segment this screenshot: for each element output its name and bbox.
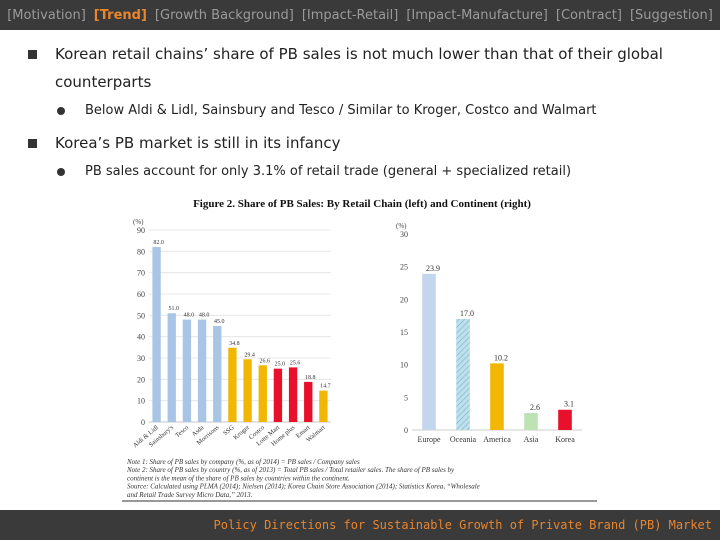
nav-item-suggestion[interactable]: [Suggestion]: [629, 7, 713, 23]
value-label: 25.0: [275, 362, 286, 368]
nav-item-impact-manufacture[interactable]: [Impact-Manufacture]: [406, 7, 548, 23]
footer-title: Policy Directions for Sustainable Growth…: [213, 518, 713, 532]
bar-costco: [258, 365, 267, 422]
y-tick-label: 90: [137, 226, 145, 235]
y-tick-label: 15: [400, 328, 408, 337]
top-bar: [0, 0, 720, 30]
y-axis-unit: (%): [133, 218, 144, 226]
value-label: 51.0: [169, 306, 180, 312]
y-tick-label: 80: [137, 247, 145, 256]
bar-asia: [524, 413, 538, 430]
bar-ssg: [228, 347, 237, 422]
y-tick-label: 60: [137, 290, 145, 299]
bullet-2-text: Korea’s PB market is still in its infanc…: [55, 134, 341, 152]
figure-panel: Figure 2. Share of PB Sales: By Retail C…: [122, 192, 600, 504]
bar-morrisons: [213, 326, 222, 422]
dot-bullet-icon: [57, 107, 65, 115]
square-bullet-icon: [28, 139, 37, 148]
value-label: 29.4: [244, 352, 255, 358]
bar-europe: [422, 273, 436, 430]
bar-oceania: [456, 318, 470, 430]
dot-bullet-icon: [57, 168, 65, 176]
y-tick-label: 30: [400, 230, 408, 239]
value-label: 48.0: [184, 313, 195, 319]
bar-tesco: [182, 319, 192, 422]
note-line: Note 2: Share of PB sales by country (%,…: [126, 466, 455, 474]
note-line: and Retail Trade Survey Micro Data,” 201…: [127, 491, 253, 499]
nav-item-growth-background[interactable]: [Growth Background]: [154, 7, 294, 23]
x-tick-label: Europe: [417, 435, 441, 444]
y-tick-label: 70: [137, 269, 145, 278]
bullet-1: Korean retail chains’ share of PB sales …: [25, 40, 705, 96]
bar-home-plus: [288, 367, 298, 422]
nav-item-trend[interactable]: [Trend]: [93, 7, 147, 23]
x-tick-label: Asia: [524, 435, 539, 444]
bar-america: [490, 363, 504, 430]
y-tick-label: 25: [400, 263, 408, 272]
bullet-2: Korea’s PB market is still in its infanc…: [25, 129, 705, 157]
value-label: 10.2: [494, 353, 508, 362]
value-label: 17.0: [460, 309, 474, 318]
note-line: continent is the mean of the share of PB…: [127, 474, 350, 482]
value-label: 26.6: [260, 358, 271, 364]
value-label: 34.8: [229, 341, 240, 347]
y-tick-label: 10: [137, 397, 145, 406]
bar-aldi-lidl: [152, 247, 161, 422]
nav-item-motivation[interactable]: [Motivation]: [7, 7, 86, 23]
figure-notes: Note 1: Share of PB sales by company (%,…: [126, 458, 480, 499]
note-line: Note 1: Share of PB sales by company (%,…: [126, 458, 360, 466]
x-tick-label: Korea: [555, 435, 575, 444]
value-label: 23.9: [426, 264, 440, 273]
x-tick-label: America: [483, 435, 511, 444]
right-chart: (%) 0 5 10 15 20 25 30 23.9 Europe 17.0 Oceania 10.2…: [396, 222, 582, 444]
bar-emart: [304, 381, 313, 422]
bullet-2-sub: PB sales account for only 3.1% of retail…: [25, 160, 705, 184]
y-tick-label: 20: [400, 295, 408, 304]
bar-lotte-mart: [273, 368, 283, 422]
figure-chart: Figure 2. Share of PB Sales: By Retail C…: [122, 192, 600, 504]
value-label: 48.0: [199, 313, 210, 319]
y-tick-label: 50: [137, 311, 145, 320]
y-tick-label: 0: [404, 426, 408, 435]
value-label: 14.7: [320, 384, 331, 390]
y-tick-label: 10: [400, 361, 408, 370]
bullet-1-text: Korean retail chains’ share of PB sales …: [55, 45, 663, 91]
value-label: 25.6: [290, 360, 301, 366]
note-line: Source: Calculated using PLMA (2014); Ni…: [127, 483, 480, 491]
y-tick-label: 40: [137, 333, 145, 342]
bullet-2-sub-text: PB sales account for only 3.1% of retail…: [85, 164, 572, 179]
y-tick-label: 0: [141, 418, 145, 427]
figure-title: Figure 2. Share of PB Sales: By Retail C…: [193, 198, 531, 210]
value-label: 2.6: [530, 403, 540, 412]
x-tick-label: Oceania: [450, 435, 477, 444]
value-label: 82.0: [153, 240, 164, 246]
bar-kroger: [243, 359, 252, 422]
y-tick-label: 5: [404, 393, 408, 402]
y-tick-label: 30: [137, 354, 145, 363]
bullet-list: Korean retail chains’ share of PB sales …: [25, 40, 705, 190]
bullet-1-sub-text: Below Aldi & Lidl, Sainsbury and Tesco /…: [85, 103, 597, 118]
bullet-1-sub: Below Aldi & Lidl, Sainsbury and Tesco /…: [25, 99, 705, 123]
bar-sainsbury-s: [167, 313, 176, 422]
bar-asda: [197, 319, 207, 422]
y-axis-unit: (%): [396, 222, 407, 230]
bar-korea: [558, 409, 572, 430]
value-label: 18.8: [305, 375, 316, 381]
nav-item-impact-retail[interactable]: [Impact-Retail]: [301, 7, 399, 23]
y-tick-label: 20: [137, 375, 145, 384]
section-nav: [Motivation] [Trend] [Growth Background] [I…: [0, 0, 720, 30]
bar-walmart: [319, 390, 328, 422]
bottom-bar: [0, 510, 720, 540]
value-label: 3.1: [564, 400, 574, 409]
value-label: 45.0: [214, 319, 225, 325]
square-bullet-icon: [28, 50, 37, 59]
nav-item-contract[interactable]: [Contract]: [555, 7, 622, 23]
